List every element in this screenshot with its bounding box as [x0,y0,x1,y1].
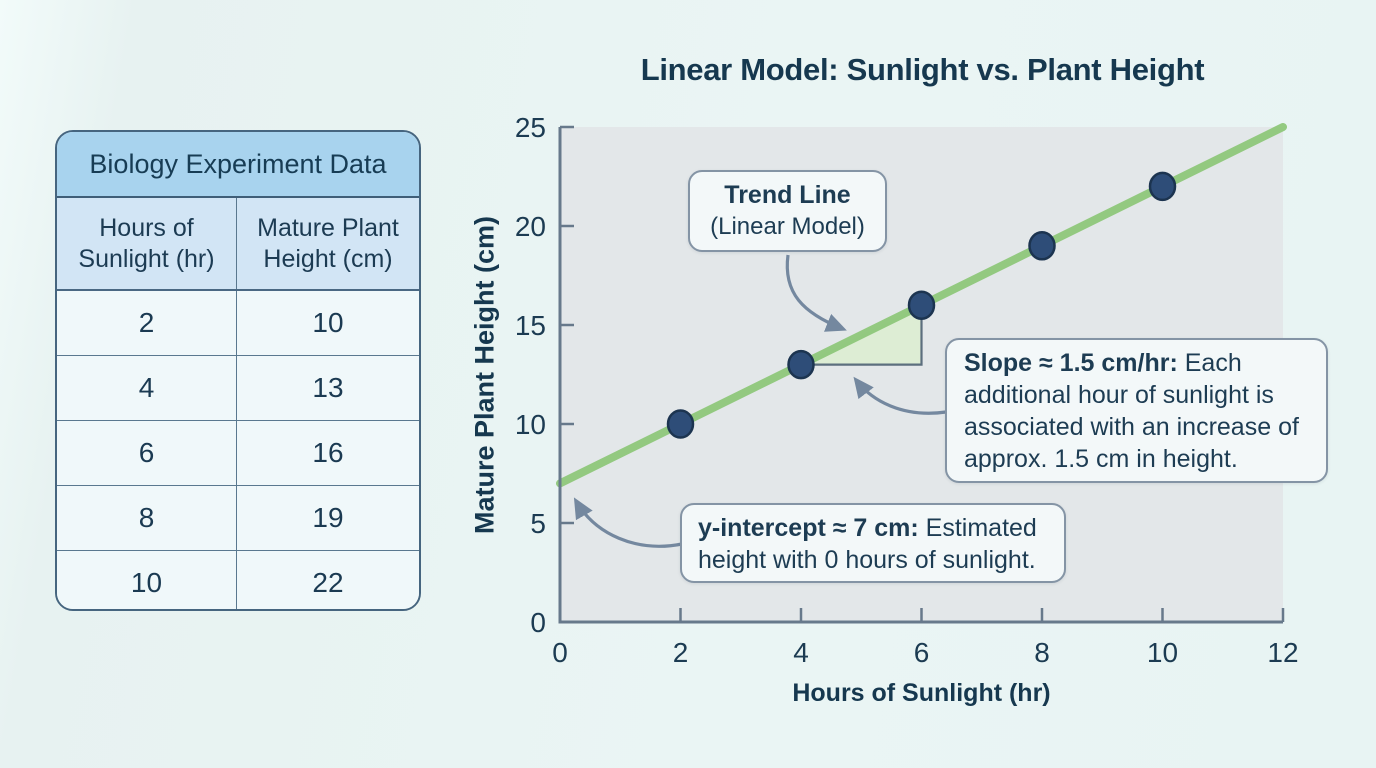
data-point [1028,231,1056,261]
table-header-hours: Hours of Sunlight (hr) [57,198,237,289]
table-cell-hours: 6 [57,421,237,485]
callout-slope-text: Each additional hour of sunlight is asso… [964,349,1299,473]
y-tick-label: 15 [515,310,546,341]
table-body: 2 10 4 13 6 16 8 19 10 22 [57,291,419,609]
table-row: 6 16 [57,421,419,486]
x-tick-label: 4 [793,637,809,668]
y-tick-label: 10 [515,409,546,440]
slope-triangle-legs [801,305,923,366]
x-tick-label: 10 [1147,637,1178,668]
table-cell-hours: 8 [57,486,237,550]
callout-intercept-text: Estimated height with 0 hours of sunligh… [698,514,1037,574]
x-tick-label: 6 [914,637,930,668]
callout-trend-line-title: Trend Line [724,181,851,209]
table-cell-hours: 2 [57,291,237,355]
table-cell-height: 10 [312,307,344,338]
table-title: Biology Experiment Data [57,132,419,198]
x-tick-label: 2 [673,637,689,668]
data-point [666,409,695,439]
x-tick-label: 12 [1267,637,1298,668]
table-cell-height: 13 [312,372,344,403]
x-axis-title: Hours of Sunlight (hr) [792,679,1051,707]
table-cell-height: 16 [312,437,344,468]
table-cell-height: 22 [312,567,344,598]
table-row: 10 22 [57,551,419,609]
callout-intercept: y-intercept ≈ 7 cm: Estimated height wit… [680,503,1066,583]
table-row: 2 10 [57,291,419,356]
y-axis-title: Mature Plant Height (cm) [469,215,500,535]
table-cell-hours: 10 [57,551,237,609]
trend-line-arrow [785,254,847,332]
data-point [907,290,936,320]
callout-slope: Slope ≈ 1.5 cm/hr: Each additional hour … [945,338,1328,483]
table-row: 8 19 [57,486,419,551]
callout-trend-line: Trend Line (Linear Model) [688,170,887,252]
chart-title: Linear Model: Sunlight vs. Plant Height [640,52,1205,87]
callout-trend-line-subtitle: (Linear Model) [710,213,865,240]
table-row: 4 13 [57,356,419,421]
intercept-arrow [573,497,683,548]
y-tick-label: 5 [530,508,546,539]
table-cell-hours: 4 [57,356,237,420]
table-header-height: Mature Plant Height (cm) [257,213,399,273]
x-tick-label: 0 [552,637,568,668]
y-tick-label: 0 [530,607,546,638]
data-point [1148,171,1177,202]
callout-intercept-lead: y-intercept ≈ 7 cm: [698,514,919,542]
table-cell-height: 19 [312,502,344,533]
x-tick-label: 8 [1034,637,1050,668]
slope-arrow [853,376,947,415]
y-tick-label: 20 [515,211,546,242]
data-table: Biology Experiment Data Hours of Sunligh… [55,130,421,611]
callout-slope-lead: Slope ≈ 1.5 cm/hr: [964,349,1178,377]
y-tick-label: 25 [515,112,546,143]
table-header-row: Hours of Sunlight (hr) Mature Plant Heig… [57,198,419,291]
data-point [787,349,815,380]
